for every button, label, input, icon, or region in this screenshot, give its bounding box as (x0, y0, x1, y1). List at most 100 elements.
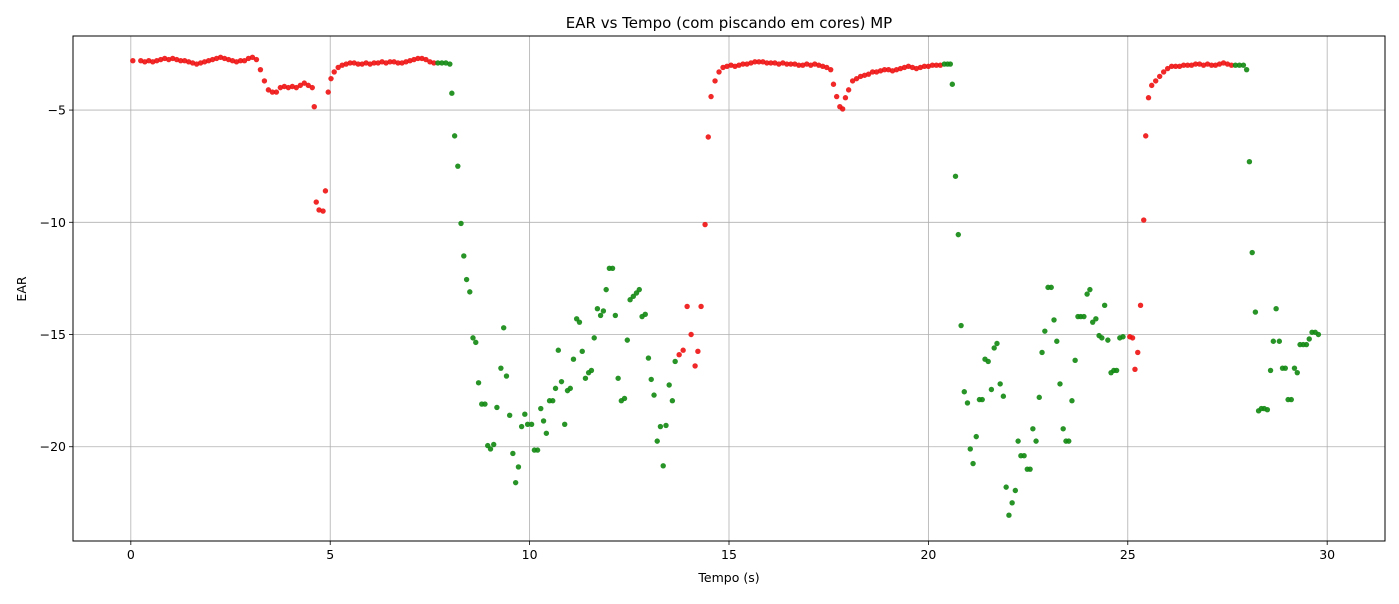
data-point-red (692, 363, 698, 369)
data-point-green (666, 382, 672, 388)
data-point-green (518, 423, 525, 430)
data-point-green (1232, 62, 1239, 68)
data-point-red (249, 54, 256, 61)
data-point-green (1093, 316, 1099, 322)
data-point-green (494, 404, 500, 411)
data-point-green (473, 339, 479, 346)
data-point-green (988, 386, 995, 393)
data-point-red (680, 347, 686, 353)
data-point-red (865, 71, 872, 77)
chart-title: EAR vs Tempo (com piscando em cores) MP (566, 14, 892, 32)
data-point-green (455, 163, 461, 169)
data-point-red (1192, 61, 1199, 67)
data-point-red (1149, 82, 1155, 89)
data-point-red (1228, 62, 1235, 68)
data-point-green (1270, 338, 1277, 344)
data-point-green (1048, 284, 1054, 291)
y-axis-label: EAR (14, 276, 29, 301)
x-tick-label: 10 (522, 547, 538, 562)
data-point-green (552, 385, 559, 392)
data-point-red (1141, 217, 1147, 223)
data-point-green (1306, 336, 1312, 342)
data-point-green (1252, 309, 1259, 315)
data-point-red (684, 303, 690, 310)
data-point-red (784, 61, 790, 67)
data-point-green (500, 325, 507, 331)
y-tick-label: −20 (40, 439, 66, 454)
data-point-green (1236, 62, 1243, 68)
data-point-green (600, 308, 607, 314)
data-point-red (305, 82, 311, 89)
data-point-red (788, 61, 794, 67)
data-point-green (1273, 306, 1279, 312)
data-point-green (958, 322, 964, 329)
data-point-green (997, 381, 1003, 387)
data-point-red (824, 64, 830, 71)
data-point-green (609, 265, 616, 271)
data-point-red (355, 61, 361, 67)
data-point-red (830, 81, 837, 87)
data-point-green (627, 297, 633, 303)
data-point-green (1276, 338, 1283, 344)
data-point-green (621, 395, 628, 402)
data-point-green (512, 479, 519, 486)
data-point-green (1039, 349, 1045, 356)
data-point-green (1105, 337, 1111, 343)
data-point-red (853, 75, 860, 82)
data-point-green (528, 421, 535, 427)
data-point-red (695, 348, 701, 355)
data-point-red (1168, 63, 1175, 69)
data-point-green (1303, 341, 1310, 348)
data-point-green (660, 463, 666, 469)
data-point-green (994, 340, 1000, 347)
data-point-red (1172, 63, 1179, 69)
data-point-green (991, 345, 997, 351)
data-point-green (439, 60, 445, 66)
data-point-green (1240, 62, 1247, 68)
data-point-red (849, 78, 856, 84)
data-point-green (1015, 438, 1021, 444)
data-point-green (498, 365, 504, 371)
data-point-green (964, 400, 971, 406)
data-point-red (881, 66, 888, 73)
data-point-red (1160, 69, 1167, 75)
data-point-green (1243, 66, 1250, 73)
data-point-green (1072, 357, 1078, 364)
data-point-green (1282, 365, 1289, 371)
data-point-red (1145, 95, 1152, 101)
x-tick-label: 25 (1120, 547, 1136, 562)
data-point-green (475, 380, 482, 386)
data-point-green (591, 335, 597, 341)
data-point-green (470, 335, 476, 341)
data-point-green (642, 311, 648, 318)
data-point-red (177, 57, 184, 64)
data-point-red (130, 57, 136, 64)
data-point-green (669, 398, 676, 404)
data-point-green (435, 60, 441, 66)
data-point-red (313, 199, 319, 205)
data-point-red (387, 59, 393, 65)
data-point-red (309, 84, 315, 91)
data-point-green (1027, 466, 1033, 472)
data-point-green (540, 418, 547, 424)
data-point-red (320, 208, 326, 214)
data-point-red (768, 60, 774, 66)
data-point-red (293, 84, 300, 91)
data-point-green (1036, 394, 1042, 401)
data-point-green (487, 446, 494, 452)
data-point-green (594, 306, 601, 312)
y-tick-label: −5 (48, 103, 66, 118)
data-point-green (624, 337, 631, 343)
data-point-red (702, 221, 708, 228)
data-point-red (1184, 62, 1191, 68)
data-point-green (1006, 512, 1012, 518)
data-point-red (347, 60, 353, 66)
data-point-red (869, 69, 876, 75)
data-point-green (1054, 338, 1060, 344)
data-point-red (752, 59, 758, 65)
data-point-green (1099, 335, 1105, 341)
data-point-green (467, 289, 473, 295)
data-point-green (458, 220, 464, 227)
ticks-layer: 0 5 10 15 20 25 30 −5 −10 −15 −20 (40, 103, 1336, 562)
data-point-red (764, 60, 770, 66)
